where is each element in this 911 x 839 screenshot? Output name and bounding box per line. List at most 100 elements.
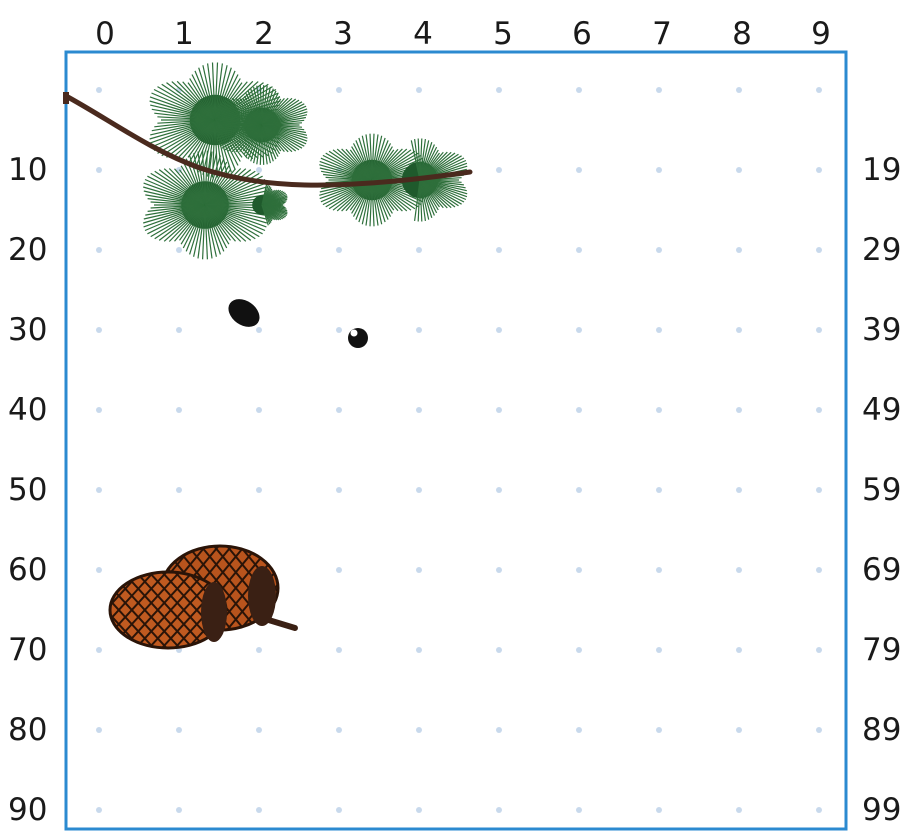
pine-needle bbox=[371, 179, 375, 227]
grid-dot bbox=[336, 247, 342, 253]
pine-needle bbox=[204, 204, 256, 240]
grid-dot bbox=[816, 167, 822, 173]
pine-needle bbox=[143, 190, 206, 206]
pine-needle bbox=[149, 96, 216, 121]
grid-dot bbox=[576, 727, 582, 733]
pine-needle bbox=[204, 204, 267, 228]
grid-dot bbox=[816, 247, 822, 253]
left-row-label: 10 bbox=[8, 152, 47, 188]
pine-needle bbox=[207, 63, 216, 121]
pine-needle bbox=[150, 119, 216, 136]
grid-dot bbox=[176, 487, 182, 493]
grid-dot bbox=[816, 807, 822, 813]
pine-needle bbox=[204, 151, 213, 206]
grid-dot bbox=[416, 247, 422, 253]
grid-dot bbox=[176, 247, 182, 253]
grid-dot bbox=[736, 167, 742, 173]
pine-needle bbox=[144, 204, 206, 232]
pine-needle bbox=[361, 179, 373, 225]
grid-dot bbox=[496, 247, 502, 253]
pine-needle bbox=[371, 134, 379, 181]
pine-needle bbox=[147, 175, 206, 206]
pine-needle bbox=[365, 134, 373, 181]
right-row-label: 29 bbox=[862, 232, 901, 268]
column-label: 5 bbox=[493, 16, 513, 52]
grid-dot bbox=[576, 247, 582, 253]
grid-dot bbox=[656, 727, 662, 733]
cone-scale-line bbox=[110, 572, 155, 648]
left-row-label: 80 bbox=[8, 712, 47, 748]
grid-dot bbox=[416, 327, 422, 333]
grid-dot bbox=[496, 487, 502, 493]
pine-needle bbox=[204, 204, 242, 242]
pine-needle bbox=[198, 67, 216, 121]
pine-needle bbox=[214, 119, 241, 162]
pine-needle bbox=[214, 67, 232, 121]
left-row-label: 30 bbox=[8, 312, 47, 348]
pine-needle bbox=[198, 119, 216, 173]
grid-dot bbox=[656, 167, 662, 173]
pine-needle bbox=[204, 204, 247, 242]
grid-dot bbox=[96, 487, 102, 493]
grid-dot bbox=[256, 247, 262, 253]
pine-needle bbox=[211, 62, 216, 121]
grid-dot bbox=[496, 327, 502, 333]
grid-dot bbox=[656, 487, 662, 493]
pine-needle bbox=[202, 65, 216, 121]
pine-needle bbox=[371, 133, 375, 181]
grid-dot bbox=[336, 807, 342, 813]
grid-dot bbox=[416, 727, 422, 733]
pine-needle bbox=[365, 179, 373, 226]
pine-needle bbox=[371, 179, 383, 225]
column-label: 8 bbox=[732, 16, 752, 52]
pine-needle bbox=[419, 138, 423, 181]
grid-dot bbox=[816, 647, 822, 653]
grid-dot bbox=[336, 647, 342, 653]
cone-scale-line bbox=[122, 572, 194, 648]
pine-needle bbox=[158, 204, 206, 241]
pine-needle bbox=[369, 133, 373, 181]
right-row-label: 99 bbox=[862, 792, 901, 828]
grid-dot bbox=[736, 327, 742, 333]
grid-dot bbox=[736, 807, 742, 813]
pine-needle bbox=[163, 168, 206, 206]
grid-dot bbox=[176, 807, 182, 813]
pine-needle bbox=[163, 204, 206, 242]
pine-needle bbox=[189, 78, 216, 121]
pine-cone-front-end bbox=[201, 582, 227, 642]
grid-dot bbox=[176, 407, 182, 413]
column-label: 1 bbox=[174, 16, 194, 52]
pine-needle bbox=[204, 186, 267, 206]
pine-needle bbox=[151, 108, 216, 121]
grid-dot bbox=[576, 327, 582, 333]
cone-scale-line bbox=[135, 572, 207, 648]
grid-dot bbox=[576, 87, 582, 93]
grid-dot bbox=[656, 247, 662, 253]
right-row-label: 19 bbox=[862, 152, 901, 188]
grid-dot bbox=[656, 647, 662, 653]
cone-scale-line bbox=[110, 572, 142, 648]
grid-dot bbox=[256, 487, 262, 493]
pine-needle bbox=[204, 204, 213, 259]
seed-large-icon bbox=[228, 299, 260, 327]
grid-dot bbox=[96, 407, 102, 413]
seed-small-highlight bbox=[350, 329, 358, 337]
pine-needle bbox=[150, 172, 206, 206]
grid-dot bbox=[736, 247, 742, 253]
left-row-label: 70 bbox=[8, 632, 47, 668]
pine-needle bbox=[204, 155, 221, 206]
cone-scale-line bbox=[110, 572, 142, 648]
pine-needle bbox=[204, 161, 228, 206]
pine-cone-back-end bbox=[248, 566, 276, 626]
grid-dot bbox=[496, 87, 502, 93]
grid-dot bbox=[816, 87, 822, 93]
left-row-label: 90 bbox=[8, 792, 47, 828]
pine-needle bbox=[214, 65, 228, 121]
grid-dot bbox=[416, 407, 422, 413]
pine-needle bbox=[144, 178, 206, 206]
pine-needle bbox=[204, 204, 267, 220]
pine-needle bbox=[261, 122, 303, 126]
pine-needle bbox=[204, 204, 228, 249]
pine-needle bbox=[358, 137, 373, 181]
pine-needle bbox=[204, 204, 263, 235]
